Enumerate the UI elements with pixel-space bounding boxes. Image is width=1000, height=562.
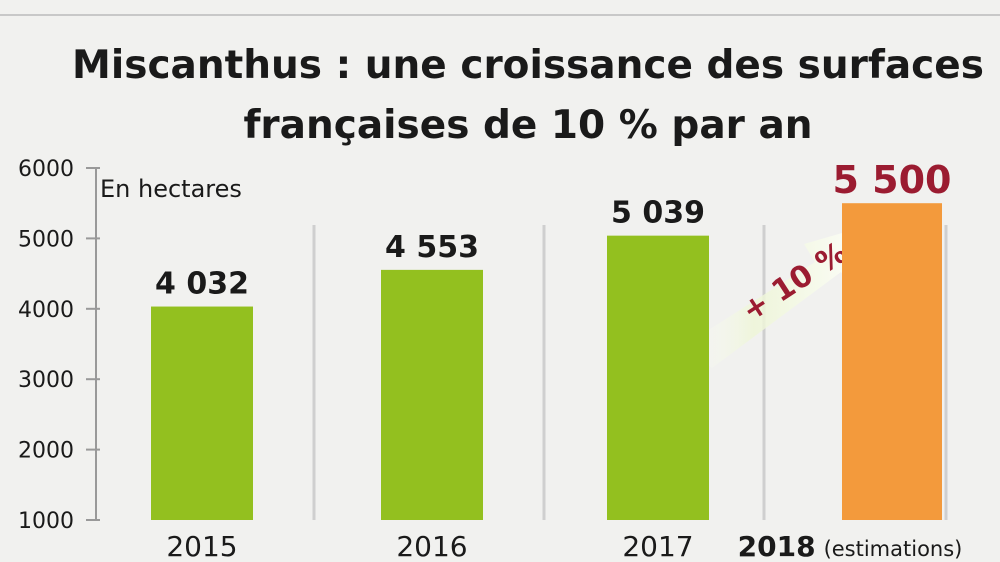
y-tick-label-0: 1000: [18, 509, 74, 534]
bar-2015: [151, 306, 253, 520]
x-label-2018: 2018 (estimations): [738, 530, 963, 562]
y-axis: 1000 2000 3000 4000 5000 6000: [18, 157, 100, 534]
x-label-year-2016: 2016: [396, 530, 467, 562]
y-tick-label-3: 4000: [18, 298, 74, 323]
unit-label: En hectares: [100, 175, 242, 203]
bar-2017: [607, 235, 709, 520]
x-label-year-2017: 2017: [622, 530, 693, 562]
chart-title-line-1: Miscanthus : une croissance des surfaces: [72, 43, 984, 88]
bar-2016: [381, 269, 483, 520]
value-label-2018: 5 500: [833, 158, 952, 202]
chart-title-line-2: françaises de 10 % par an: [243, 103, 812, 148]
growth-arrow: [685, 222, 880, 368]
x-label-2015: 2015: [166, 530, 237, 562]
y-tick-label-2: 3000: [18, 368, 74, 393]
value-label-2016: 4 553: [385, 230, 479, 265]
y-tick-label-5: 6000: [18, 157, 74, 182]
x-label-year-2015: 2015: [166, 530, 237, 562]
value-label-2015: 4 032: [155, 267, 249, 302]
x-label-2016: 2016: [396, 530, 467, 562]
x-axis-labels: 2015 2016 2017 2018 (estimations): [166, 530, 962, 562]
x-label-2017: 2017: [622, 530, 693, 562]
bars: [151, 203, 942, 520]
y-tick-label-1: 2000: [18, 439, 74, 464]
y-tick-label-4: 5000: [18, 227, 74, 252]
column-dividers: [312, 225, 948, 520]
value-labels: 4 032 4 553 5 039 5 500: [155, 158, 951, 301]
bar-2018: [842, 203, 942, 520]
value-label-2017: 5 039: [611, 196, 705, 231]
x-label-year-2018: 2018: [738, 530, 816, 562]
x-label-note-2018: (estimations): [824, 537, 963, 561]
